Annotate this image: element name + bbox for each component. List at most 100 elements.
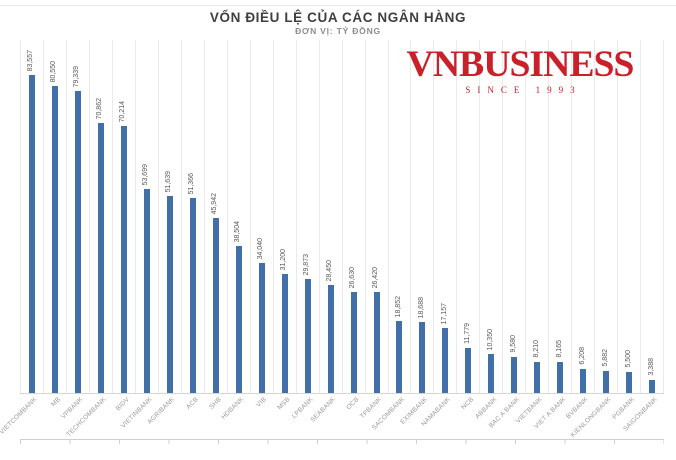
value-label: 70,214 (119, 100, 127, 122)
bar-tpbank (373, 292, 380, 393)
value-label: 80,550 (50, 60, 58, 82)
bar-ocb (350, 292, 357, 393)
value-label: 6,208 (578, 347, 586, 365)
value-label: 26,630 (349, 266, 357, 288)
category-slot-ocb: 26,630 OCB (343, 40, 366, 411)
bar-mb (51, 86, 58, 393)
category-label: VIB (255, 396, 269, 409)
category-slot-techcombank: 70,862 TECHCOMBANK (65, 40, 113, 438)
category-slot-vietcombank: 83,557 VIETCOMBANK (0, 40, 44, 436)
value-label: 26,420 (372, 266, 380, 288)
category-label: OCB (344, 396, 361, 412)
bar-hdbank (235, 246, 242, 393)
bar-bidv (120, 126, 127, 393)
value-label: 70,862 (96, 97, 104, 119)
bar-pgbank (626, 372, 633, 393)
value-label: 3,388 (647, 358, 655, 376)
value-label: 11,779 (463, 323, 471, 344)
bar-msb (281, 274, 288, 393)
bar-bvbank (580, 369, 587, 393)
category-label: BIDV (114, 396, 131, 413)
value-label: 38,504 (234, 220, 242, 242)
category-slot-lpbank: 29,873 LPBANK (290, 40, 320, 420)
bar-eximbank (419, 322, 426, 393)
category-slot-vietbank: 8,210 VIETBANK (515, 40, 550, 425)
category-slot-saigonbank: 3,388 SAIGONBANK (622, 40, 665, 433)
value-label: 51,366 (188, 172, 196, 194)
category-slot-kienlongbank: 5,882 KIENLONGBANK (570, 40, 619, 439)
value-label: 45,942 (211, 192, 219, 214)
vnbusiness-logo-text: VNBUSINESS (406, 44, 635, 85)
value-label: 79,339 (73, 65, 81, 87)
value-label: 51,639 (165, 170, 173, 192)
value-label: 31,200 (280, 248, 288, 270)
bar-ncb (465, 348, 472, 393)
value-label: 29,873 (303, 253, 311, 275)
category-slot-sacombank: 18,852 SACOMBANK (371, 40, 412, 432)
category-slot-namabank: 17,157 NAMABANK (420, 40, 458, 428)
bar-shb (212, 218, 219, 393)
bar-abbank (488, 354, 495, 393)
category-label: HDBANK (220, 396, 246, 421)
value-label: 9,580 (509, 335, 517, 353)
bar-vietbank (534, 362, 541, 393)
bottom-axis-strip (20, 439, 664, 445)
category-slot-tpbank: 26,420 TPBANK (359, 40, 389, 420)
value-label: 10,350 (486, 328, 494, 350)
vnbusiness-logo: VNBUSINESS SINCE 1993 (406, 44, 635, 96)
bar-viet-a-bank (557, 362, 564, 393)
value-label: 53,699 (142, 163, 150, 185)
value-label: 8,210 (532, 340, 540, 358)
category-slot-vpbank: 79,339 VPBANK (60, 40, 90, 420)
category-slot-eximbank: 18,688 EXIMBANK (399, 40, 435, 426)
bar-lpbank (304, 279, 311, 393)
bar-techcombank (97, 123, 104, 393)
value-label: 34,040 (257, 237, 265, 259)
category-slot-acb: 51,366 ACB (182, 40, 205, 411)
category-label: VIETCOMBANK (0, 396, 39, 436)
category-slot-bvbank: 6,208 BVBANK (565, 40, 596, 420)
category-label: ACB (184, 396, 200, 411)
value-label: 5,882 (601, 349, 609, 367)
bar-acb (189, 198, 196, 393)
category-slot-viet-a-bank: 8,165 VIET A BANK (533, 40, 573, 430)
value-label: 83,557 (27, 49, 35, 71)
bar-kienlongbank (603, 371, 610, 393)
value-label: 28,450 (326, 259, 334, 281)
category-slot-pgbank: 5,500 PGBANK (611, 40, 642, 421)
category-slot-seabank: 28,450 SEABANK (310, 40, 343, 424)
category-slot-vietinbank: 53,699 VIETINBANK (120, 40, 159, 430)
bar-saigonbank (649, 380, 656, 393)
bar-seabank (327, 285, 334, 393)
category-slot-agribank: 51,639 AGRIBANK (147, 40, 182, 426)
chart-subtitle: ĐƠN VỊ: TỶ ĐỒNG (295, 26, 381, 36)
category-slot-msb: 31,200 MSB (274, 40, 297, 411)
category-slot-hdbank: 38,504 HDBANK (220, 40, 251, 421)
category-slot-mb: 80,550 MB (44, 40, 67, 408)
category-label: MB (49, 396, 62, 409)
category-slot-vib: 34,040 VIB (251, 40, 274, 409)
bar-agribank (166, 196, 173, 393)
top-divider (0, 5, 676, 6)
category-label: MSB (276, 396, 292, 412)
value-label: 8,165 (555, 340, 563, 358)
category-label: SHB (207, 396, 223, 411)
category-slot-bidv: 70,214 BIDV (113, 40, 136, 412)
category-slot-shb: 45,942 SHB (205, 40, 228, 411)
bar-vpbank (74, 91, 81, 393)
value-label: 18,852 (394, 295, 402, 317)
bar-sacombank (396, 321, 403, 393)
value-label: 17,157 (440, 302, 448, 324)
bar-chart-plot-area: 83,557 VIETCOMBANK 80,550 MB 79,339 VPBANK 70,… (0, 40, 665, 439)
bar-vietinbank (143, 189, 150, 393)
vnbusiness-logo-tagline: SINCE 1993 (465, 85, 582, 95)
bar-vib (258, 263, 265, 393)
bar-bac-a-bank (511, 357, 518, 393)
category-slot-bac-a-bank: 9,580 BAC A BANK (488, 40, 527, 429)
category-slot-ncb: 11,779 NCB (457, 40, 481, 411)
value-label: 5,500 (624, 350, 632, 368)
bar-namabank (442, 328, 449, 393)
category-label: NCB (460, 396, 476, 412)
value-label: 18,688 (417, 296, 425, 318)
chart-title: VỐN ĐIỀU LỆ CỦA CÁC NGÂN HÀNG (209, 10, 467, 25)
